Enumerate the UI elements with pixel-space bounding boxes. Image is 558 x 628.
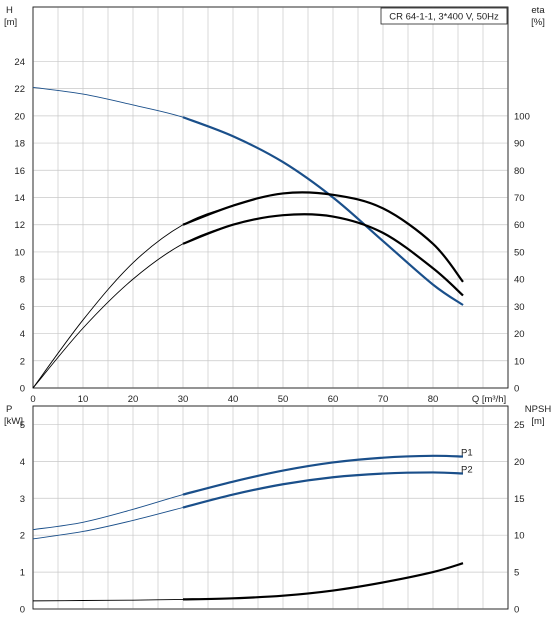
top-x-tick-label: 70 [378,394,389,405]
bottom-y-right-tick-label: 0 [514,605,519,616]
top-series-3-operating-range [182,213,464,297]
top-y-right-tick-label: 70 [514,193,525,204]
top-y-left-tick-label: 2 [20,356,25,367]
top-series-1-operating-range [182,116,464,306]
top-x-axis-label: Q [m³/h] [472,394,506,405]
top-y-left-tick-label: 0 [20,384,25,395]
top-y-left-tick-label: 20 [14,111,25,122]
chart-title-box: CR 64-1-1, 3*400 V, 50Hz [380,7,508,25]
bottom-series-1: P1 [32,448,473,531]
top-y-left-tick-label: 14 [14,193,25,204]
bottom-series-label-p2: P2 [461,465,473,476]
chart-title: CR 64-1-1, 3*400 V, 50Hz [389,12,499,23]
top-x-tick-label: 30 [178,394,189,405]
top-y-left-tick-label: 6 [20,302,25,313]
top-y-right-unit: [%] [531,17,545,28]
top-x-tick-label: 80 [428,394,439,405]
bottom-series-1-operating-range [182,454,464,496]
top-plot-border [32,6,509,389]
bottom-series-2: P2 [32,465,473,540]
bottom-y-left-tick-label: 4 [20,457,25,468]
top-y-left-tick-label: 4 [20,329,25,340]
bottom-y-left-label: P [6,404,12,415]
bottom-y-left-unit: [kW] [4,416,23,427]
top-y-right-tick-label: 40 [514,275,525,286]
bottom-plot-frame [32,405,509,610]
top-y-right-tick-label: 100 [514,111,530,122]
top-x-tick-label: 40 [228,394,239,405]
bottom-y-right-tick-label: 5 [514,568,519,579]
chart-title-frame [380,7,508,25]
bottom-y-right-label: NPSH [525,404,552,415]
top-y-right-tick-label: 90 [514,139,525,150]
top-x-tick-label: 60 [328,394,339,405]
bottom-series-3 [32,562,464,602]
top-y-right-tick-label: 80 [514,166,525,177]
top-x-tick-label: 0 [30,394,35,405]
bottom-y-left-tick-label: 3 [20,494,25,505]
top-series-2 [32,191,464,389]
top-series-1 [32,86,464,306]
top-y-left-tick-label: 16 [14,166,25,177]
top-y-left-unit: [m] [4,17,17,28]
top-series-2-operating-range [182,191,464,283]
top-y-left-tick-label: 22 [14,84,25,95]
top-x-tick-label: 10 [78,394,89,405]
top-y-left-tick-label: 10 [14,247,25,258]
top-y-right-tick-label: 0 [514,384,519,395]
top-y-right-tick-label: 60 [514,220,525,231]
bottom-y-left-tick-label: 0 [20,605,25,616]
bottom-y-right-unit: [m] [531,416,544,427]
top-panel-head-efficiency: 0246810121416182022240102030405060708090… [4,5,545,405]
bottom-y-right-tick-label: 10 [514,531,525,542]
bottom-y-right-tick-label: 20 [514,457,525,468]
bottom-y-right-tick-label: 15 [514,494,525,505]
bottom-y-left-tick-label: 2 [20,531,25,542]
top-y-right-tick-label: 10 [514,356,525,367]
top-x-tick-label: 20 [128,394,139,405]
top-y-right-tick-label: 20 [514,329,525,340]
top-y-left-tick-label: 8 [20,275,25,286]
bottom-y-right-tick-label: 25 [514,420,525,431]
bottom-plot-border [32,405,509,610]
bottom-y-left-tick-label: 1 [20,568,25,579]
bottom-series-2-operating-range [182,471,464,509]
top-y-left-tick-label: 12 [14,220,25,231]
top-x-tick-label: 50 [278,394,289,405]
bottom-panel-power-npsh: 0 1 2 3 4 5 0 5 10 15 20 25 P[kW] NPSH[m] P1 P2 [4,404,551,616]
top-y-right-tick-label: 30 [514,302,525,313]
top-y-left-tick-label: 24 [14,57,25,68]
top-y-left-label: H [6,5,13,16]
top-y-right-label: eta [531,5,545,16]
top-series-3 [32,213,464,389]
top-y-left-tick-label: 18 [14,139,25,150]
bottom-series-3-operating-range [182,562,464,601]
bottom-series-label-p1: P1 [461,448,473,459]
bottom-y-left-tick-label: 5 [20,420,25,431]
top-y-right-tick-label: 50 [514,247,525,258]
